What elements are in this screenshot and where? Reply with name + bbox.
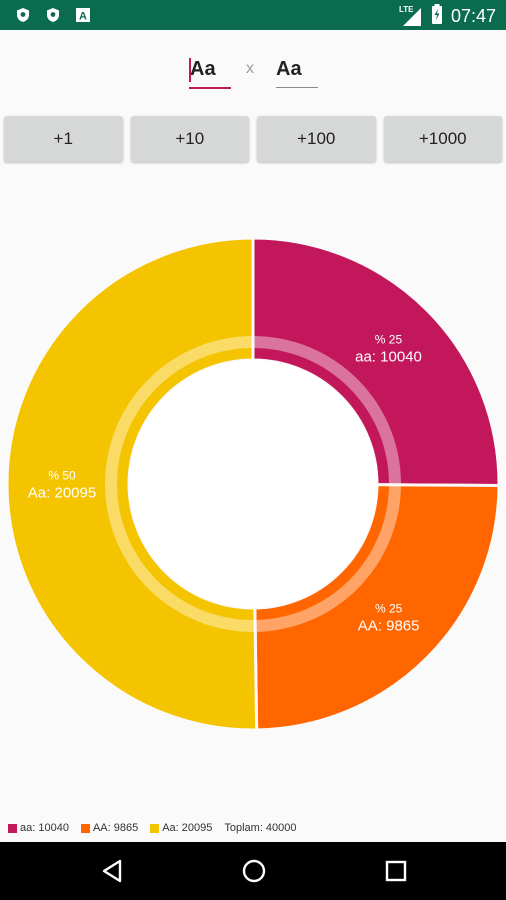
slice-value-label-AA: AA: 9865 — [358, 617, 420, 634]
legend-label-aa: aa: 10040 — [20, 822, 69, 834]
a-box-icon: A — [74, 6, 92, 24]
legend-swatch-aa — [8, 823, 17, 833]
battery-charging-icon — [431, 4, 443, 29]
legend-swatch-Aa — [150, 823, 160, 833]
legend-label-Aa: Aa: 20095 — [162, 822, 213, 834]
times-symbol: x — [246, 60, 254, 77]
legend-item-aa: aa: 10040 — [8, 822, 69, 834]
add-1000-button[interactable]: +1000 — [383, 116, 502, 162]
slice-value-label-aa: aa: 10040 — [355, 348, 422, 365]
donut-hole — [129, 360, 377, 608]
legend-label-AA: AA: 9865 — [92, 822, 139, 834]
slice-percent-label-Aa: % 50 — [48, 468, 76, 482]
status-bar: A LTE 07:47 — [0, 0, 506, 30]
back-icon[interactable] — [98, 857, 126, 885]
slice-percent-label-aa: % 25 — [375, 332, 403, 346]
right-factor-input[interactable]: Aa — [276, 57, 302, 80]
legend-item-AA: AA: 9865 — [80, 822, 139, 834]
left-factor-input[interactable]: Aa — [190, 57, 216, 80]
factor-row: Aa x Aa — [0, 52, 506, 92]
slice-rim-aa — [253, 336, 401, 485]
navigation-bar — [0, 842, 506, 900]
slice-value-label-Aa: Aa: 20095 — [28, 484, 96, 501]
donut-chart: % 25 aa: 10040 % 25 AA: 9865 % 50 Aa: 20095 — [5, 236, 501, 732]
slice-rim-AA — [255, 484, 401, 632]
add-100-button[interactable]: +100 — [257, 116, 376, 162]
text-cursor — [189, 58, 191, 82]
left-factor-underline — [189, 87, 231, 89]
shield-icon — [44, 6, 62, 24]
legend-swatch-AA — [80, 823, 90, 833]
svg-text:A: A — [79, 11, 87, 23]
add-1-button[interactable]: +1 — [4, 116, 123, 162]
add-10-button[interactable]: +10 — [130, 116, 249, 162]
recent-apps-icon[interactable] — [382, 857, 410, 885]
signal-label: LTE — [398, 4, 414, 14]
legend-total: Toplam: 40000 — [224, 822, 297, 834]
clock: 07:47 — [450, 6, 496, 26]
home-icon[interactable] — [240, 857, 268, 885]
chart-legend: aa: 10040 AA: 9865 Aa: 20095 Toplam: 400… — [8, 822, 297, 834]
slice-percent-label-AA: % 25 — [375, 601, 403, 615]
increment-buttons: +1 +10 +100 +1000 — [4, 116, 502, 162]
right-factor-underline — [276, 87, 318, 88]
legend-item-Aa: Aa: 20095 — [150, 822, 212, 834]
signal-icon: LTE — [398, 4, 423, 27]
shield-icon — [14, 6, 32, 24]
